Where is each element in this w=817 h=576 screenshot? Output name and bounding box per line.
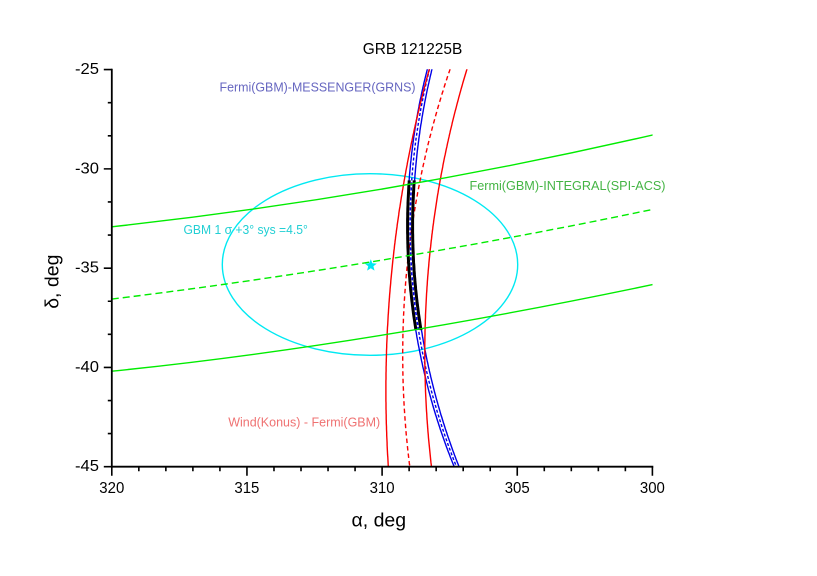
svg-text:-40: -40 bbox=[75, 359, 99, 376]
svg-text:Fermi(GBM)-MESSENGER(GRNS): Fermi(GBM)-MESSENGER(GRNS) bbox=[220, 80, 416, 95]
svg-text:δ, deg: δ, deg bbox=[41, 255, 63, 309]
svg-text:310: 310 bbox=[370, 480, 395, 497]
svg-text:320: 320 bbox=[99, 480, 124, 497]
svg-text:GRB 121225B: GRB 121225B bbox=[363, 41, 463, 58]
svg-text:Fermi(GBM)-INTEGRAL(SPI-ACS): Fermi(GBM)-INTEGRAL(SPI-ACS) bbox=[470, 178, 666, 193]
svg-text:315: 315 bbox=[234, 480, 259, 497]
svg-text:GBM 1 σ +3° sys =4.5°: GBM 1 σ +3° sys =4.5° bbox=[184, 222, 308, 237]
svg-text:α, deg: α, deg bbox=[351, 510, 406, 532]
svg-text:-30: -30 bbox=[75, 160, 99, 177]
svg-text:305: 305 bbox=[505, 480, 530, 497]
svg-text:-45: -45 bbox=[75, 458, 99, 475]
svg-text:-25: -25 bbox=[75, 61, 99, 78]
svg-text:Wind(Konus) - Fermi(GBM): Wind(Konus) - Fermi(GBM) bbox=[228, 415, 380, 430]
svg-text:300: 300 bbox=[640, 480, 665, 497]
svg-text:-35: -35 bbox=[75, 260, 99, 277]
